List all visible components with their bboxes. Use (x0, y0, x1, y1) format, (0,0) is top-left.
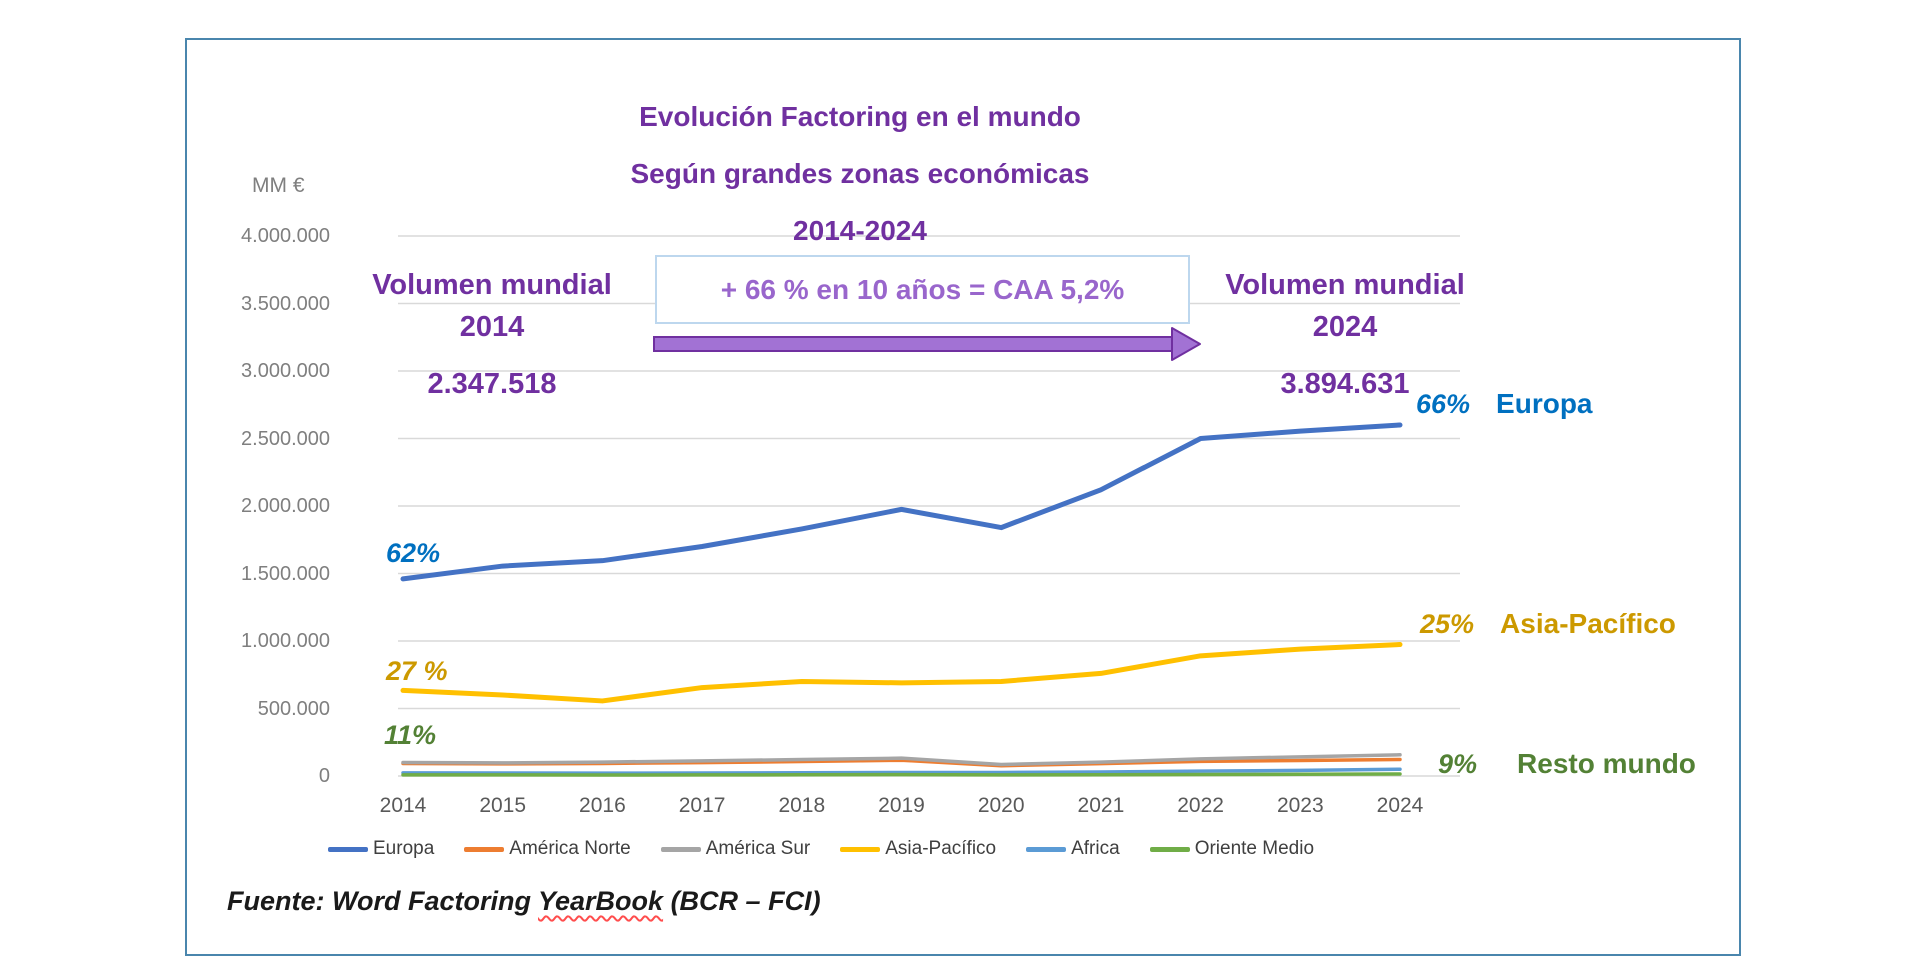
legend-swatch (840, 846, 881, 852)
growth-annotation-text: + 66 % en 10 años = CAA 5,2% (720, 273, 1125, 305)
series-line-am-rica-sur (401, 753, 1402, 767)
x-tick-label: 2024 (1376, 794, 1424, 817)
legend-swatch (1149, 846, 1190, 852)
growth-annotation-box: + 66 % en 10 años = CAA 5,2% (655, 255, 1190, 324)
chart-title-line3: 2014-2024 (793, 215, 927, 246)
x-tick-label: 2018 (778, 794, 826, 817)
world-volume-2014-title: Volumen mundial (372, 269, 612, 301)
legend-swatch (1026, 846, 1067, 852)
series-line-africa (401, 767, 1402, 775)
x-tick-label: 2019 (878, 794, 925, 817)
europa-end-callout: 66% Europa (1416, 388, 1593, 420)
asia-end-callout: 25% Asia-Pacífico (1420, 608, 1676, 640)
legend-swatch (328, 846, 368, 852)
legend-label: Europa (373, 838, 435, 859)
resto-end-callout: 9% Resto mundo (1438, 748, 1696, 780)
series-line-europa (400, 422, 1403, 582)
legend-item: Asia-Pacífico (840, 838, 996, 860)
world-volume-2024: Volumen mundial 2024 3.894.631 (1205, 264, 1485, 405)
legend-label: Oriente Medio (1194, 838, 1315, 859)
x-tick-label: 2020 (977, 794, 1025, 817)
y-tick-label: 0 (318, 765, 330, 787)
source-note: Fuente: Word Factoring YearBook (BCR – F… (227, 886, 821, 917)
legend-label: Asia-Pacífico (885, 838, 997, 859)
legend-swatch (660, 846, 701, 852)
legend-label: Africa (1071, 838, 1120, 859)
y-tick-label: 3.000.000 (241, 360, 330, 382)
resto-region-label: Resto mundo (1517, 748, 1696, 779)
legend-item: Oriente Medio (1149, 838, 1315, 860)
resto-end-percent: 9% (1438, 749, 1478, 779)
series-line-asia-pac-fico (400, 642, 1403, 704)
europa-region-label: Europa (1496, 388, 1593, 419)
x-tick-label: 2016 (579, 794, 626, 817)
source-note-prefix: Fuente: Word Factoring (227, 886, 539, 916)
y-tick-label: 1.500.000 (241, 562, 330, 585)
legend-label: América Norte (509, 838, 631, 859)
source-note-yearbook: YearBook (538, 886, 664, 916)
chart-title-line2: Según grandes zonas económicas (630, 158, 1090, 189)
legend-item: Africa (1026, 838, 1120, 860)
growth-arrow-body (653, 336, 1173, 352)
y-tick-label: 1.000.000 (241, 630, 330, 652)
chart-panel (185, 38, 1741, 956)
asia-start-percent: 27 % (386, 656, 448, 686)
y-tick-label: 2.500.000 (241, 427, 330, 450)
world-volume-2014-value: 2.347.518 (427, 368, 557, 400)
x-tick-label: 2021 (1077, 794, 1125, 817)
legend-swatch (464, 846, 505, 852)
legend-item: América Norte (464, 838, 631, 860)
world-volume-2014: Volumen mundial 2014 2.347.518 (352, 264, 632, 405)
x-tick-label: 2014 (379, 794, 427, 817)
chart-title-line1: Evolución Factoring en el mundo (639, 101, 1081, 132)
x-tick-label: 2022 (1177, 794, 1224, 817)
europa-end-percent: 66% (1416, 389, 1471, 419)
growth-arrow-head (1171, 327, 1201, 361)
y-axis-unit-label: MM € (252, 174, 305, 197)
x-tick-label: 2017 (678, 794, 726, 817)
chart-legend: Europa América Norte América Sur Asia-Pacíf… (328, 838, 1418, 860)
asia-end-percent: 25% (1420, 609, 1475, 639)
y-tick-label: 500.000 (257, 697, 330, 720)
x-tick-label: 2015 (479, 794, 527, 817)
legend-label: América Sur (705, 838, 811, 859)
y-tick-label: 4.000.000 (241, 225, 330, 247)
chart-title: Evolución Factoring en el mundo Según gr… (460, 88, 1260, 259)
world-volume-2024-title: Volumen mundial (1225, 269, 1465, 301)
x-tick-label: 2023 (1276, 794, 1324, 817)
y-tick-label: 2.000.000 (241, 495, 330, 517)
europa-start-percent: 62% (386, 538, 441, 568)
world-volume-2024-value: 3.894.631 (1280, 368, 1410, 400)
world-volume-2014-year: 2014 (459, 311, 525, 343)
legend-item: América Sur (660, 838, 811, 860)
source-note-suffix: (BCR – FCI) (663, 886, 821, 916)
legend-item: Europa (328, 838, 434, 860)
series-line-oriente-medio (401, 772, 1402, 777)
world-volume-2024-year: 2024 (1312, 311, 1378, 343)
y-tick-label: 3.500.000 (241, 292, 330, 315)
asia-region-label: Asia-Pacífico (1500, 608, 1676, 639)
resto-start-percent: 11% (384, 720, 437, 750)
